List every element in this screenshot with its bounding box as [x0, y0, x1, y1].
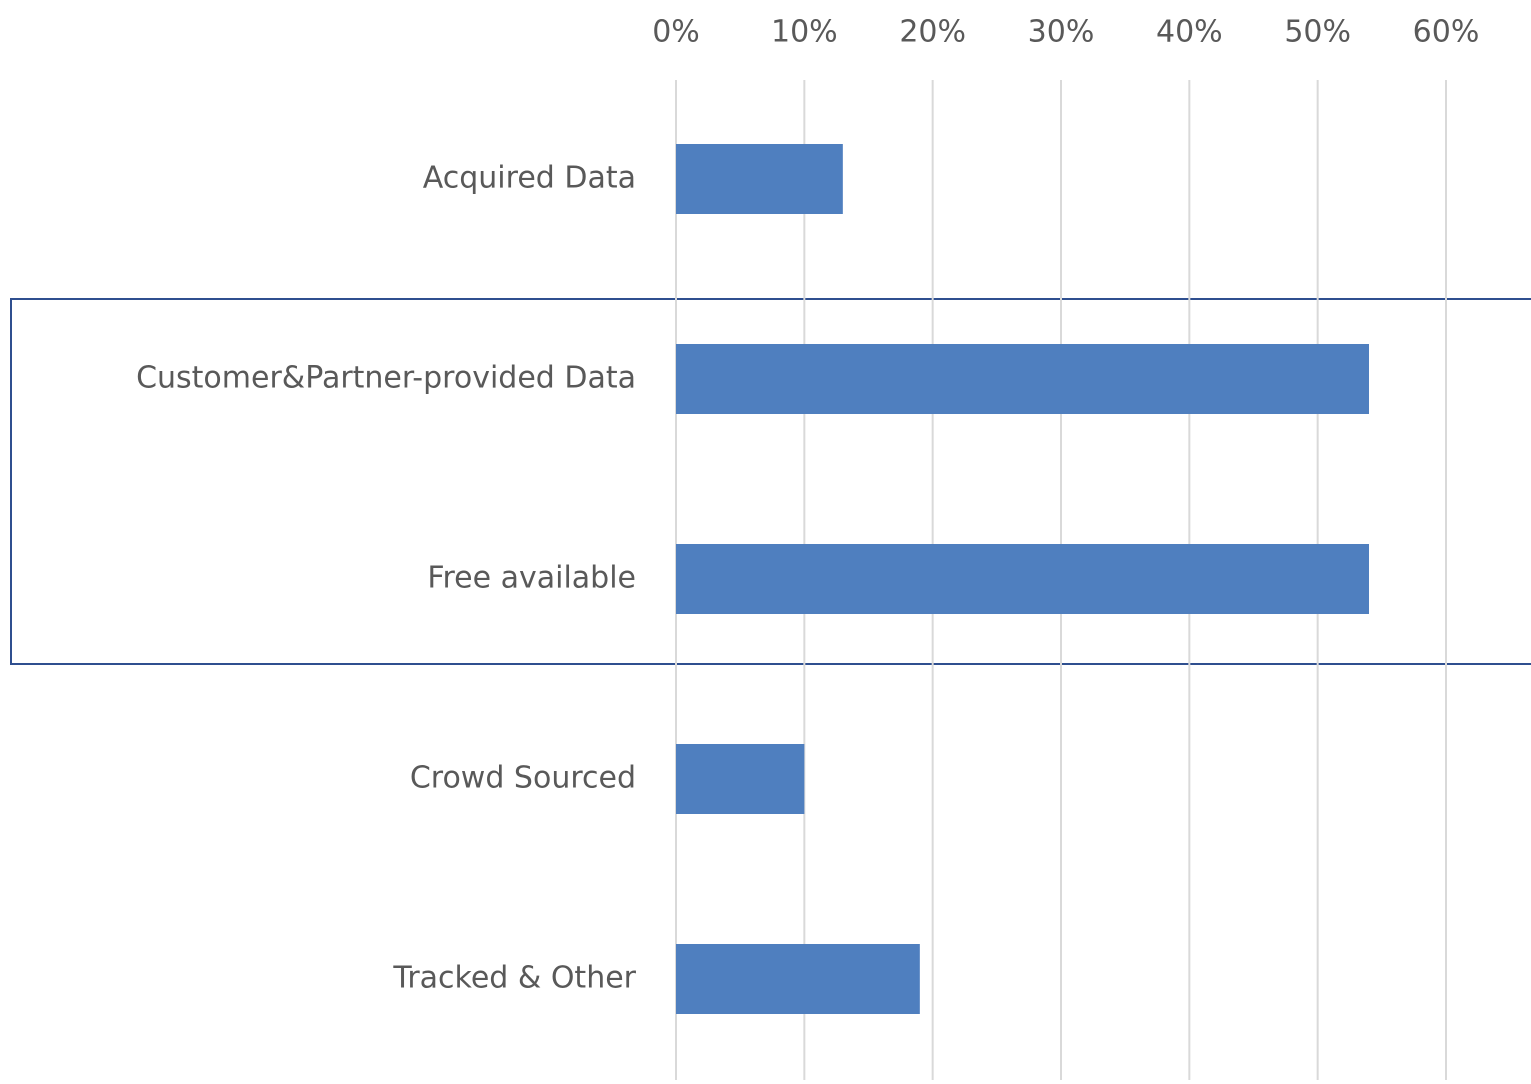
- y-tick-label: Tracked & Other: [392, 961, 636, 996]
- highlight-box: [10, 298, 1531, 665]
- x-tick-label: 0%: [652, 15, 700, 50]
- x-tick-label: 30%: [1028, 15, 1095, 50]
- y-tick-label: Acquired Data: [423, 161, 636, 196]
- x-tick-label: 40%: [1156, 15, 1223, 50]
- bar: [676, 344, 1369, 414]
- x-tick-label: 10%: [771, 15, 838, 50]
- x-tick-label: 50%: [1284, 15, 1351, 50]
- y-tick-label: Free available: [427, 561, 636, 596]
- x-tick-label: 20%: [899, 15, 966, 50]
- x-tick-label: 60%: [1413, 15, 1480, 50]
- y-tick-label: Customer&Partner-provided Data: [136, 361, 636, 396]
- bar: [676, 544, 1369, 614]
- bar: [676, 744, 805, 814]
- bar: [676, 144, 843, 214]
- y-tick-label: Crowd Sourced: [410, 761, 636, 796]
- bar: [676, 944, 920, 1014]
